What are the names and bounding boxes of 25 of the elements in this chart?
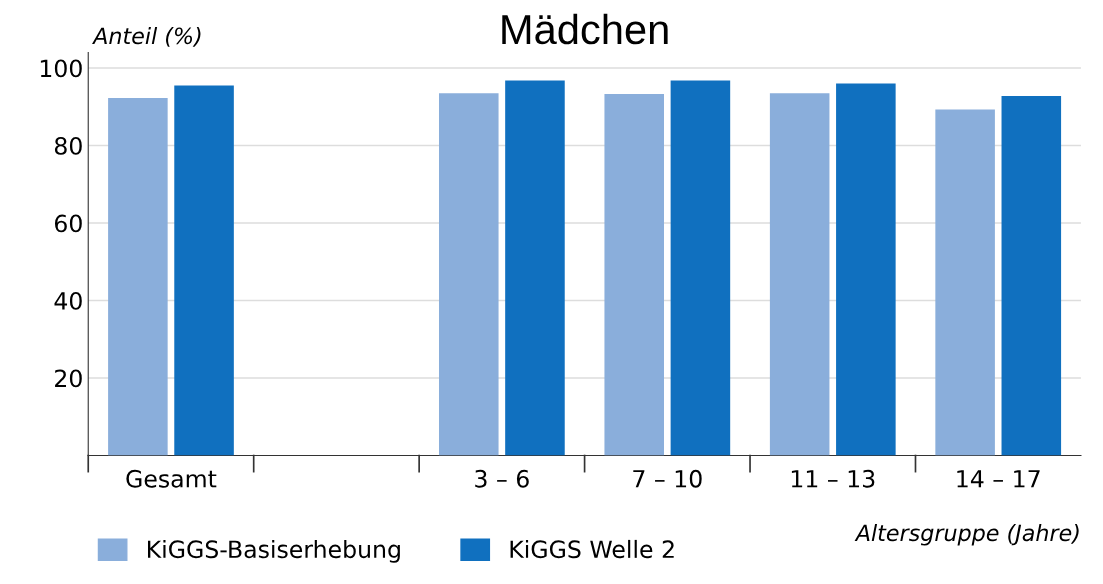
chart-title: Mädchen xyxy=(502,13,668,45)
x-tick-label: 11 – 13 xyxy=(791,469,875,488)
bar xyxy=(174,85,234,456)
y-tick-label: 80 xyxy=(54,137,82,155)
y-tick-label: 60 xyxy=(54,214,82,233)
bar xyxy=(604,94,665,456)
x-tick-label: 3 – 6 xyxy=(475,469,529,488)
bar xyxy=(836,83,896,456)
x-tick-label: 14 – 17 xyxy=(957,470,1040,488)
y-tick-label: 40 xyxy=(54,291,82,310)
legend-label: KiGGS Welle 2 xyxy=(510,539,674,559)
bar xyxy=(505,80,565,456)
bar xyxy=(1001,95,1062,456)
bar xyxy=(108,97,168,456)
x-tick-label: Gesamt xyxy=(126,469,217,488)
y-tick-label: 100 xyxy=(40,59,82,78)
bar xyxy=(438,93,499,456)
legend-label: KiGGS-Basiserhebung xyxy=(148,539,400,563)
x-axis-title: Altersgruppe (Jahre) xyxy=(854,524,1079,546)
x-tick-label: 7 – 10 xyxy=(633,469,702,488)
bar xyxy=(935,109,995,456)
y-axis-title: Anteil (%) xyxy=(92,27,201,47)
bar xyxy=(769,93,830,456)
y-tick-label: 20 xyxy=(55,369,82,388)
bar xyxy=(670,80,731,456)
